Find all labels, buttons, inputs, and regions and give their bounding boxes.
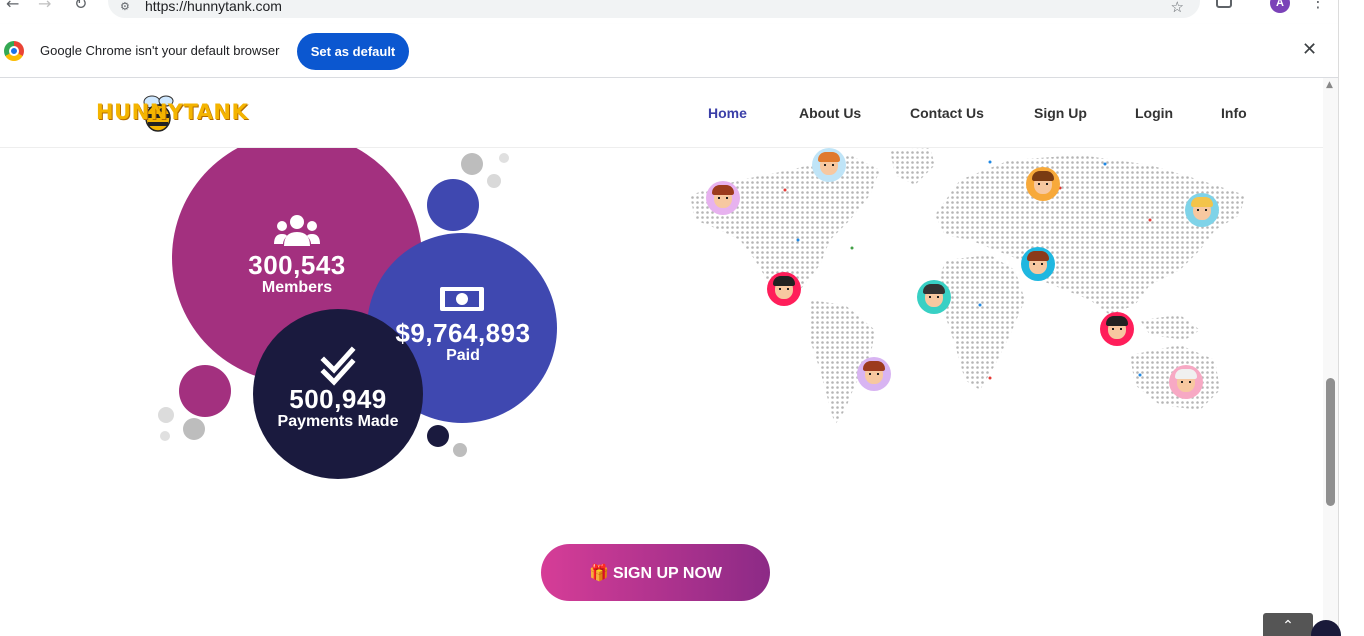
payments-count: 500,949 bbox=[289, 384, 387, 414]
avatar-pin bbox=[1021, 247, 1055, 281]
back-to-top-button[interactable]: ⌃ bbox=[1263, 613, 1313, 636]
chrome-logo-icon bbox=[4, 41, 24, 61]
scrollbar-thumb[interactable] bbox=[1326, 378, 1335, 506]
bookmark-star-icon[interactable]: ☆ bbox=[1170, 0, 1184, 16]
decor-bubble bbox=[160, 431, 170, 441]
set-as-default-button[interactable]: Set as default bbox=[297, 33, 409, 70]
decor-bubble bbox=[461, 153, 483, 175]
decor-bubble bbox=[499, 153, 509, 163]
site-header: HUNNYTANK Home About Us Contact Us Sign … bbox=[0, 78, 1323, 148]
world-map bbox=[690, 148, 1245, 425]
paid-stat: $9,764,893 Paid bbox=[382, 318, 544, 365]
money-icon bbox=[440, 287, 484, 311]
avatar-pin bbox=[917, 280, 951, 314]
decor-bubble bbox=[183, 418, 205, 440]
avatar-pin bbox=[1026, 167, 1060, 201]
default-browser-infobar: Google Chrome isn't your default browser… bbox=[0, 24, 1338, 78]
gift-icon: 🎁 bbox=[589, 562, 609, 582]
sign-up-now-button[interactable]: 🎁 SIGN UP NOW bbox=[541, 544, 770, 601]
logo-text[interactable]: HUNNYTANK bbox=[96, 100, 249, 124]
page-scrollbar[interactable] bbox=[1323, 78, 1338, 636]
payments-bubble bbox=[253, 309, 423, 479]
decor-bubble bbox=[158, 407, 174, 423]
double-check-icon bbox=[320, 346, 356, 386]
decor-bubble bbox=[453, 443, 467, 457]
decor-bubble bbox=[487, 174, 501, 188]
payments-stat: 500,949 Payments Made bbox=[258, 384, 418, 431]
infobar-message: Google Chrome isn't your default browser bbox=[40, 43, 280, 58]
forward-icon[interactable]: → bbox=[38, 0, 52, 13]
url-text[interactable]: https://hunnytank.com bbox=[145, 0, 282, 14]
chevron-up-icon: ⌃ bbox=[1282, 618, 1294, 634]
users-icon bbox=[274, 215, 320, 246]
paid-amount: $9,764,893 bbox=[395, 318, 531, 348]
extensions-icon[interactable] bbox=[1216, 0, 1232, 8]
address-bar[interactable]: ⚙ https://hunnytank.com ☆ bbox=[108, 0, 1200, 18]
nav-contact-us[interactable]: Contact Us bbox=[910, 105, 984, 121]
scroll-up-icon[interactable]: ▲ bbox=[1326, 80, 1333, 90]
window-edge bbox=[1338, 0, 1364, 636]
decor-bubble bbox=[179, 365, 231, 417]
decor-bubble bbox=[427, 425, 449, 447]
payments-label: Payments Made bbox=[277, 413, 399, 430]
members-count: 300,543 bbox=[248, 250, 346, 280]
chat-widget-icon[interactable] bbox=[1311, 620, 1341, 636]
nav-sign-up[interactable]: Sign Up bbox=[1034, 105, 1087, 121]
members-label: Members bbox=[261, 279, 333, 296]
avatar-pin bbox=[1185, 193, 1219, 227]
members-stat: 300,543 Members bbox=[217, 250, 377, 297]
avatar-pin bbox=[767, 272, 801, 306]
nav-info[interactable]: Info bbox=[1221, 105, 1247, 121]
paid-label: Paid bbox=[446, 347, 480, 364]
avatar-pin bbox=[1100, 312, 1134, 346]
back-icon[interactable]: ← bbox=[6, 0, 20, 13]
browser-toolbar: ← → ↻ ⚙ https://hunnytank.com ☆ A ⋮ bbox=[0, 0, 1364, 24]
browser-menu-icon[interactable]: ⋮ bbox=[1310, 0, 1326, 11]
accent-dots bbox=[783, 160, 1152, 380]
avatar-pin bbox=[706, 181, 740, 215]
continent-dots bbox=[690, 148, 1245, 425]
avatar-pin bbox=[812, 148, 846, 182]
stats-bubbles bbox=[158, 148, 557, 479]
avatar-pin bbox=[1169, 365, 1203, 399]
nav-about-us[interactable]: About Us bbox=[799, 105, 862, 121]
nav-login[interactable]: Login bbox=[1135, 105, 1174, 121]
bee-logo-icon[interactable] bbox=[60, 90, 260, 134]
decor-bubble bbox=[427, 179, 479, 231]
nav-home[interactable]: Home bbox=[708, 105, 747, 121]
sign-up-now-label: SIGN UP NOW bbox=[612, 564, 722, 582]
close-icon[interactable]: ✕ bbox=[1302, 39, 1318, 60]
reload-icon[interactable]: ↻ bbox=[74, 0, 88, 13]
site-info-icon[interactable]: ⚙ bbox=[120, 0, 130, 13]
profile-avatar[interactable]: A bbox=[1270, 0, 1290, 13]
avatar-pin bbox=[857, 357, 891, 391]
